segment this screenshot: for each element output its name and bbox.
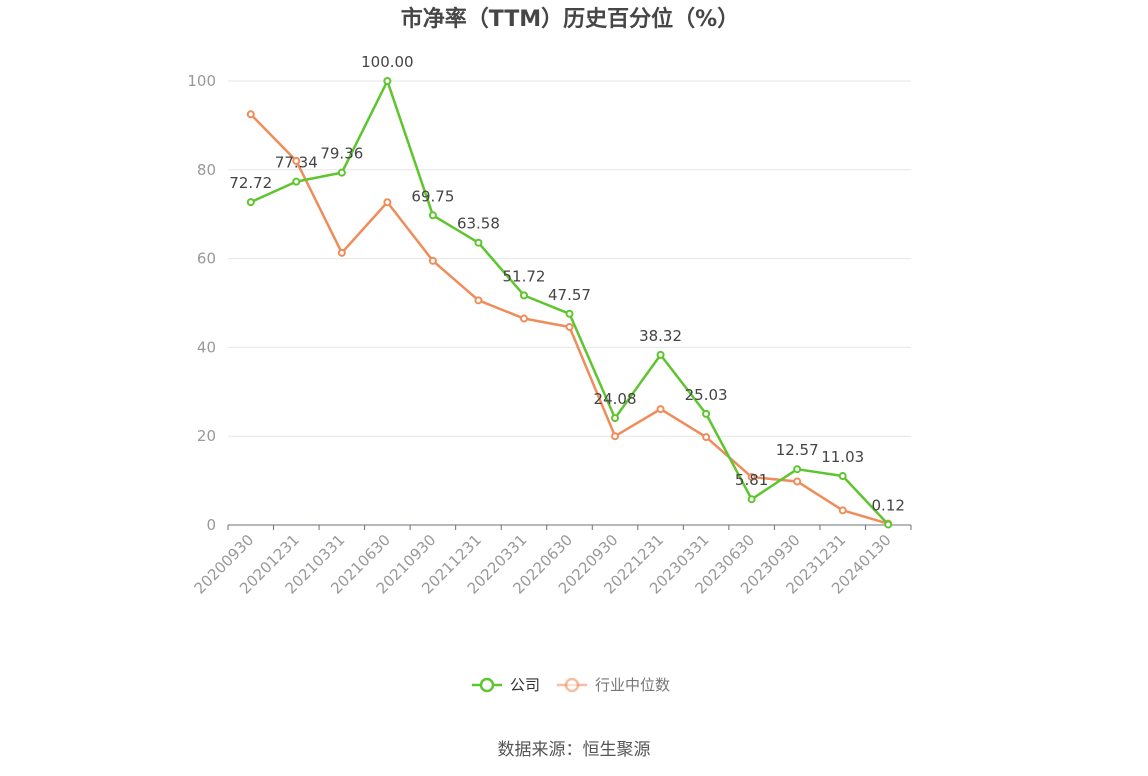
data-point[interactable]	[747, 495, 756, 504]
series-line-1	[249, 113, 889, 525]
grid	[228, 80, 911, 437]
data-point[interactable]	[793, 465, 802, 474]
data-point[interactable]	[292, 177, 301, 186]
data-label: 51.72	[502, 267, 545, 285]
data-point[interactable]	[611, 414, 620, 423]
data-label: 77.34	[275, 154, 318, 172]
y-tick-label: 40	[197, 338, 216, 356]
data-point[interactable]	[337, 168, 346, 177]
data-point[interactable]	[838, 472, 847, 481]
data-point[interactable]	[656, 350, 665, 359]
data-point[interactable]	[519, 291, 528, 300]
data-point[interactable]	[565, 309, 574, 318]
data-point[interactable]	[428, 211, 437, 220]
data-label: 63.58	[457, 215, 500, 233]
data-label: 25.03	[685, 386, 728, 404]
data-label: 11.03	[821, 448, 864, 466]
y-tick-label: 60	[197, 250, 216, 268]
data-point[interactable]	[656, 405, 665, 414]
data-point[interactable]	[838, 506, 847, 515]
data-point[interactable]	[246, 110, 255, 119]
data-point[interactable]	[519, 314, 528, 323]
data-label: 38.32	[639, 327, 682, 345]
y-tick-label: 0	[206, 516, 216, 534]
legend-label: 行业中位数	[595, 676, 670, 694]
data-point[interactable]	[702, 409, 711, 418]
y-tick-label: 20	[197, 427, 216, 445]
data-label: 12.57	[776, 441, 819, 459]
source-note: 数据来源：恒生聚源	[498, 740, 651, 760]
data-label: 24.08	[594, 390, 637, 408]
legend-label: 公司	[510, 676, 540, 694]
data-point[interactable]	[793, 477, 802, 486]
data-point[interactable]	[292, 156, 301, 165]
data-point[interactable]	[337, 248, 346, 257]
series-layer	[246, 77, 893, 529]
data-label: 69.75	[411, 187, 454, 205]
data-point[interactable]	[474, 296, 483, 305]
legend-item-1[interactable]: 行业中位数	[557, 676, 670, 694]
y-tick-label: 80	[197, 161, 216, 179]
legend[interactable]: 公司 行业中位数	[472, 676, 670, 694]
data-point[interactable]	[383, 198, 392, 207]
data-point[interactable]	[474, 238, 483, 247]
chart-title: 市净率（TTM）历史百分位（%）	[401, 6, 739, 32]
data-label: 72.72	[229, 174, 272, 192]
legend-swatch-marker	[564, 677, 580, 693]
data-point[interactable]	[383, 77, 392, 85]
data-label: 47.57	[548, 286, 591, 304]
data-point[interactable]	[884, 520, 893, 529]
data-point[interactable]	[428, 256, 437, 265]
data-label: 5.81	[735, 471, 768, 489]
data-point[interactable]	[246, 198, 255, 207]
data-point[interactable]	[565, 322, 574, 331]
data-label: 0.12	[872, 496, 905, 514]
data-label: 79.36	[320, 145, 363, 163]
y-tick-label: 100	[187, 72, 216, 90]
axes: 0204060801002020093020201231202103312021…	[187, 72, 912, 598]
data-label: 100.00	[361, 53, 414, 71]
data-point[interactable]	[611, 432, 620, 441]
legend-swatch-marker	[479, 677, 495, 693]
legend-item-0[interactable]: 公司	[472, 676, 540, 694]
data-point[interactable]	[702, 433, 711, 442]
data-point[interactable]	[747, 473, 756, 482]
